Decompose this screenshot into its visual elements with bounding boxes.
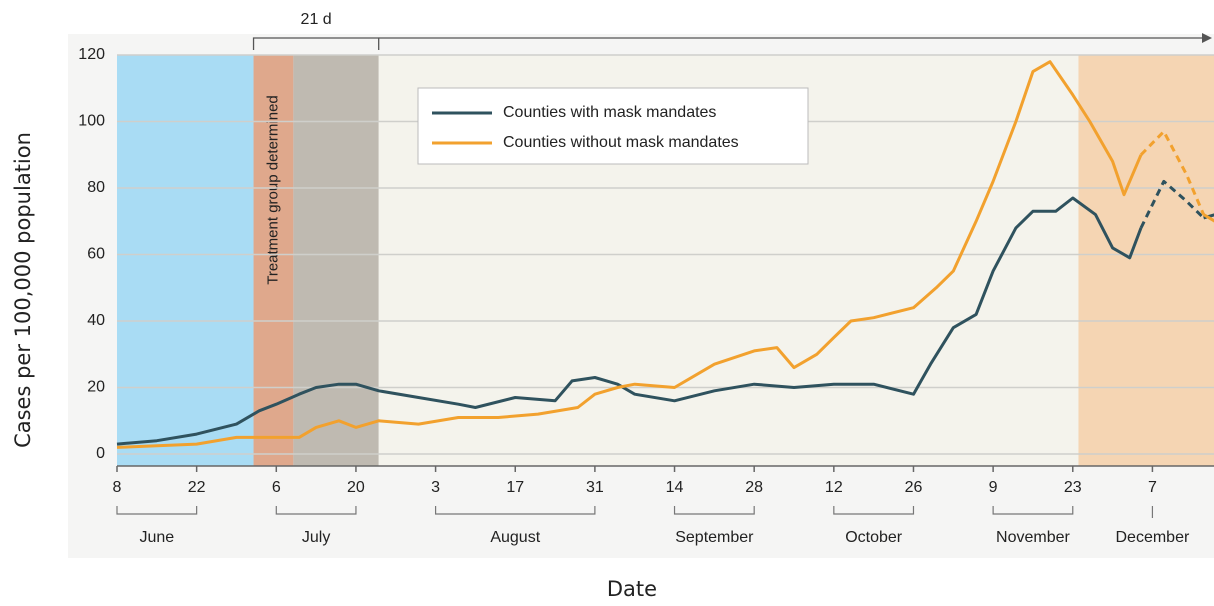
y-tick-label: 20 xyxy=(87,379,105,396)
month-label: July xyxy=(302,529,330,546)
annotation: Treatment group determined xyxy=(264,95,281,285)
x-tick-label: 20 xyxy=(347,479,365,496)
x-tick-label: 7 xyxy=(1148,479,1157,496)
legend-label: Counties without mask mandates xyxy=(503,134,739,151)
x-axis-title: Date xyxy=(607,577,657,601)
month-bracket xyxy=(275,506,357,515)
x-tick-label: 6 xyxy=(272,479,281,496)
x-tick-label: 23 xyxy=(1064,479,1082,496)
x-tick-label: 26 xyxy=(905,479,923,496)
series-line xyxy=(1202,213,1214,223)
month-label: November xyxy=(996,529,1070,546)
month-label: October xyxy=(845,529,903,546)
y-tick-label: 60 xyxy=(87,246,105,263)
month-bracket xyxy=(833,506,915,515)
series-line xyxy=(1139,179,1205,229)
month-label: September xyxy=(675,529,754,546)
series-line xyxy=(1139,130,1205,216)
x-tick-label: 14 xyxy=(666,479,684,496)
x-tick-label: 22 xyxy=(188,479,206,496)
x-tick-label: 9 xyxy=(989,479,998,496)
month-label: December xyxy=(1116,529,1190,546)
x-tick-label: 12 xyxy=(825,479,843,496)
series-line xyxy=(116,60,1143,449)
legend-label: Counties with mask mandates xyxy=(503,104,716,121)
y-tick-label: 80 xyxy=(87,179,105,196)
x-tick-label: 8 xyxy=(113,479,122,496)
bracket-label: 21 d xyxy=(301,11,332,28)
month-label: June xyxy=(139,529,174,546)
bracket xyxy=(252,37,380,50)
y-tick-label: 100 xyxy=(78,113,105,130)
month-bracket xyxy=(116,506,198,515)
legend-box xyxy=(417,87,809,165)
period-band xyxy=(117,55,254,466)
month-bracket xyxy=(434,506,596,515)
x-tick-label: 3 xyxy=(431,479,440,496)
period-band xyxy=(1078,55,1214,466)
y-tick-label: 40 xyxy=(87,312,105,329)
x-tick-label: 28 xyxy=(745,479,763,496)
month-bracket xyxy=(992,506,1074,515)
series-line xyxy=(116,196,1143,446)
y-tick-label: 120 xyxy=(78,46,105,63)
arrow-head xyxy=(1202,33,1212,43)
y-axis-title: Cases per 100,000 population xyxy=(11,132,35,448)
month-label: August xyxy=(490,529,540,546)
period-band xyxy=(293,55,379,466)
period-band xyxy=(253,55,294,466)
month-bracket xyxy=(673,506,755,515)
y-tick-label: 0 xyxy=(96,445,105,462)
x-tick-label: 17 xyxy=(506,479,524,496)
x-tick-label: 31 xyxy=(586,479,604,496)
